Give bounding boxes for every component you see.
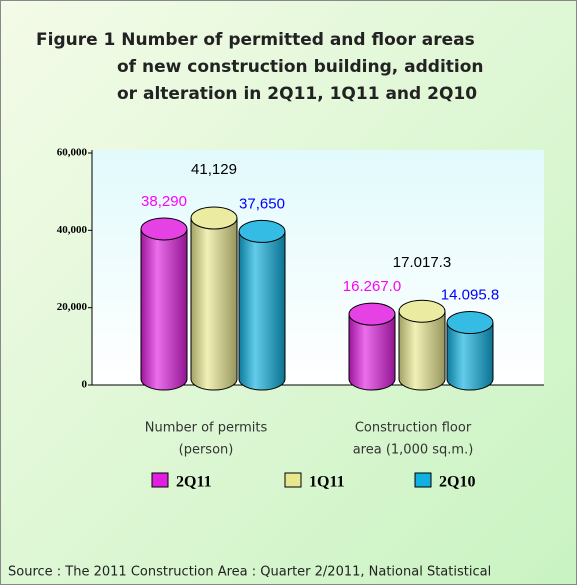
x-tick-label: area (1,000 sq.m.): [353, 443, 474, 458]
data-label: 16.267.0: [343, 278, 401, 295]
data-label: 17.017.3: [393, 254, 451, 271]
legend-swatch: [151, 472, 169, 488]
bar: [190, 206, 238, 391]
data-label: 37,650: [239, 195, 285, 212]
legend-swatch: [284, 472, 302, 488]
x-tick-label: Construction floor: [355, 421, 472, 436]
bar-body: [239, 231, 285, 379]
legend-label: 1Q11: [309, 474, 345, 491]
chart-title: Figure 1 Number of permitted and floor a…: [36, 30, 475, 50]
bar-top: [446, 310, 494, 334]
bar-top: [238, 219, 286, 243]
bar: [446, 310, 494, 391]
bar-top: [140, 217, 188, 241]
bar-body: [141, 228, 187, 379]
x-tick-label: (person): [179, 443, 234, 458]
y-tick-label: 60,000: [57, 147, 88, 159]
legend-swatch: [414, 472, 432, 488]
bar: [398, 299, 446, 391]
chart-title: or alteration in 2Q11, 1Q11 and 2Q10: [117, 84, 477, 104]
y-tick-label: 40,000: [57, 224, 88, 236]
x-tick-label: Number of permits: [145, 421, 268, 436]
y-tick-label: 20,000: [57, 301, 88, 313]
bar: [238, 219, 286, 391]
bar-top: [348, 302, 396, 326]
legend-label: 2Q10: [439, 474, 475, 491]
bar: [348, 302, 396, 391]
bar-top: [398, 299, 446, 323]
source: Source : The 2011 Construction Area : Qu…: [8, 565, 491, 580]
data-label: 38,290: [141, 193, 187, 210]
chart-title: of new construction building, addition: [117, 57, 484, 77]
y-tick-label: 0: [82, 379, 88, 391]
data-label: 41,129: [191, 161, 237, 178]
bar: [140, 217, 188, 391]
legend-label: 2Q11: [176, 474, 212, 491]
bar-body: [191, 217, 237, 379]
data-label: 14.095.8: [441, 286, 499, 303]
bar-top: [190, 206, 238, 230]
